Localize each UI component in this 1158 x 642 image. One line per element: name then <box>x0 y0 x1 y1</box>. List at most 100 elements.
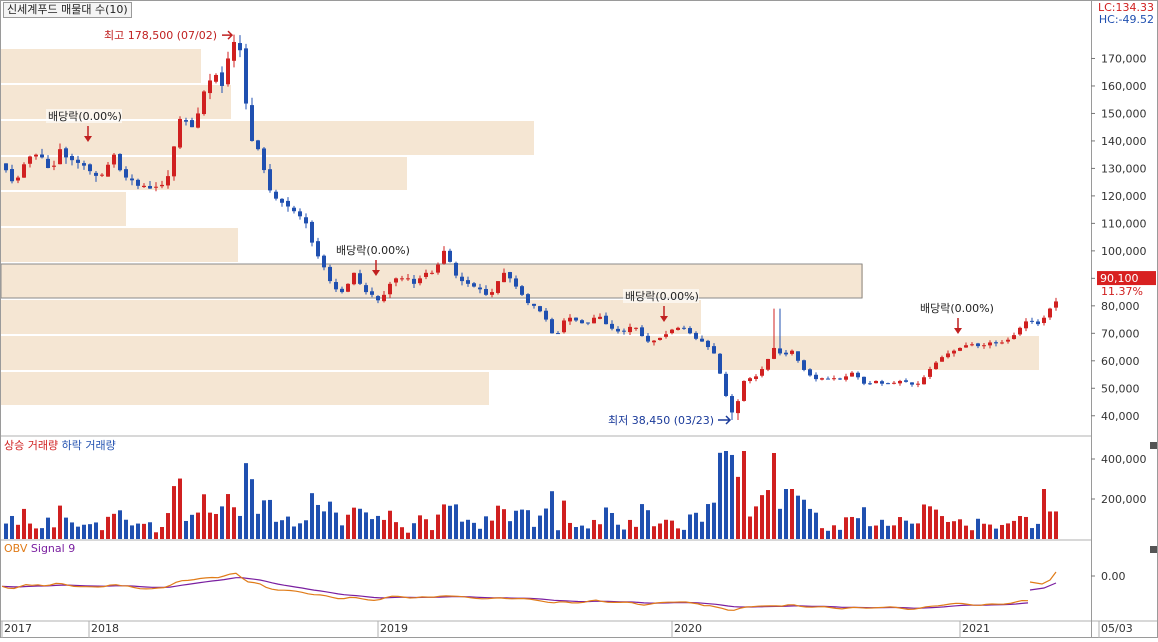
candle-body <box>976 343 980 347</box>
candle-body <box>76 159 80 163</box>
volume-profile-bar <box>1 264 863 298</box>
volume-bar <box>730 454 734 539</box>
volume-bar <box>724 451 728 539</box>
volume-bar <box>616 524 620 539</box>
candle-body <box>850 372 854 377</box>
candle-body <box>502 272 506 283</box>
x-tick-label: 2020 <box>674 622 702 635</box>
candle-body <box>88 164 92 172</box>
candle-body <box>358 273 362 284</box>
candle-body <box>304 217 308 224</box>
dividend-label-bg <box>46 109 122 123</box>
candle-body <box>1018 327 1022 335</box>
candle-body <box>370 291 374 295</box>
volume-bar <box>472 522 476 539</box>
candle-body <box>766 358 770 370</box>
volume-bar <box>628 519 632 539</box>
obv-y-tick-label: 0.00 <box>1101 570 1126 583</box>
candle-body <box>268 169 272 191</box>
volume-bar <box>226 494 230 539</box>
candle-body <box>652 340 656 343</box>
candle-body <box>238 43 242 51</box>
volume-bar <box>760 495 764 539</box>
candle-body <box>232 41 236 61</box>
volume-bar <box>376 515 380 539</box>
candle-body <box>838 378 842 380</box>
candle-body <box>286 200 290 207</box>
candle-body <box>1054 301 1058 308</box>
candle-body <box>646 335 650 342</box>
candle-body <box>280 198 284 203</box>
y-tick-label: 120,000 <box>1101 190 1147 203</box>
candle-body <box>712 346 716 354</box>
volume-bar <box>58 505 62 539</box>
hc-label: HC:-49.52 <box>1098 13 1154 26</box>
candle-body <box>220 72 224 86</box>
panel-close-icon <box>1150 442 1157 449</box>
volume-bar <box>982 523 986 539</box>
candle-body <box>256 140 260 150</box>
candle-body <box>442 250 446 264</box>
volume-bar <box>844 517 848 539</box>
volume-profile-bar <box>1 49 201 83</box>
obv-line <box>1 572 1029 611</box>
chart-title[interactable]: 신세계푸드 매물대 수(10) <box>3 2 132 18</box>
dividend-label-bg <box>623 289 699 303</box>
candle-body <box>694 332 698 339</box>
candle-body <box>148 185 152 189</box>
volume-bar <box>670 520 674 539</box>
candle-body <box>784 352 788 355</box>
candle-body <box>178 118 182 148</box>
volume-bar <box>394 522 398 539</box>
volume-bar <box>382 519 386 539</box>
dividend-arrow-head <box>84 136 92 142</box>
volume-bar <box>370 519 374 539</box>
obv-legend-obv: OBV <box>4 542 28 555</box>
volume-bar <box>580 525 584 539</box>
volume-bar <box>622 529 626 539</box>
volume-bar <box>640 504 644 539</box>
candle-body <box>346 283 350 292</box>
candle-body <box>658 337 662 340</box>
candle-body <box>1030 320 1034 322</box>
candle-body <box>454 262 458 276</box>
volume-bar <box>328 501 332 539</box>
volume-bar <box>292 526 296 539</box>
volume-bar <box>40 528 44 539</box>
volume-y-tick-label: 200,000 <box>1101 493 1147 506</box>
volume-bar <box>598 524 602 539</box>
dividend-label: 배당락(0.00%) <box>920 302 994 315</box>
candle-body <box>208 80 212 94</box>
volume-bar <box>406 532 410 539</box>
volume-bar <box>538 515 542 539</box>
candle-body <box>550 319 554 334</box>
volume-bar <box>280 520 284 539</box>
volume-bar <box>754 506 758 539</box>
volume-bar <box>880 519 884 539</box>
volume-bar <box>28 523 32 539</box>
volume-bar <box>772 453 776 539</box>
candle-body <box>1000 342 1004 344</box>
candle-body <box>4 163 8 171</box>
candle-body <box>610 323 614 329</box>
candle-body <box>100 174 104 176</box>
candle-body <box>886 383 890 385</box>
volume-bar <box>562 500 566 539</box>
y-tick-label: 110,000 <box>1101 217 1147 230</box>
candle-body <box>868 383 872 385</box>
x-tick-label: 2019 <box>380 622 408 635</box>
volume-bar <box>22 508 26 539</box>
candle-body <box>520 286 524 295</box>
obv-legend: OBV Signal 9 <box>4 543 75 555</box>
volume-bar <box>796 495 800 539</box>
y-tick-label: 160,000 <box>1101 80 1147 93</box>
y-tick-label: 170,000 <box>1101 52 1147 65</box>
volume-bar <box>1024 516 1028 539</box>
y-tick-label: 140,000 <box>1101 135 1147 148</box>
candle-body <box>670 329 674 334</box>
candle-body <box>952 350 956 354</box>
dividend-arrow-head <box>660 316 668 322</box>
candle-body <box>688 328 692 334</box>
candle-body <box>250 105 254 141</box>
candle-body <box>562 320 566 333</box>
